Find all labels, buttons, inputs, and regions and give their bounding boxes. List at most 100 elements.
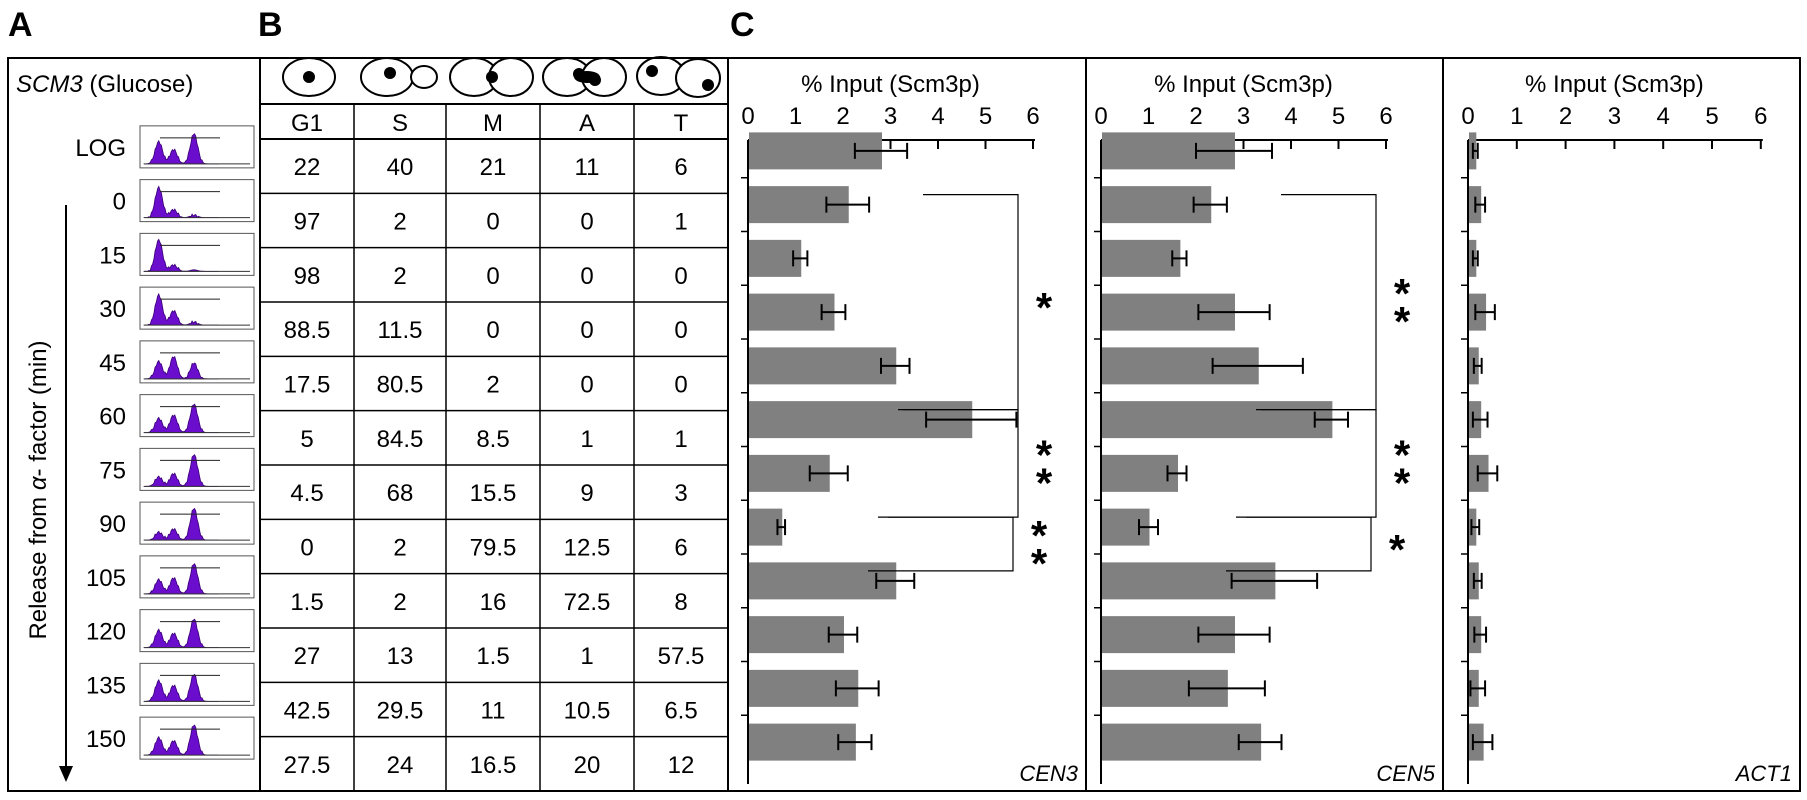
table-cell: 2 [393,209,406,236]
significance-bracket [903,194,1019,411]
panel-a-title: SCM3 (Glucose) [16,71,193,98]
timepoint-label: 60 [99,404,126,431]
timepoint-label: 75 [99,457,126,484]
panel-b-table: G1 S M A T22 40 21 11 697 2 0 0 198 2 0 0 088.5 11.5 0 0 017… [259,56,729,792]
significance-star: * [1394,270,1411,317]
table-cell: 29.5 [377,698,424,725]
significance-bracket [1261,194,1377,411]
table-cell: 4.5 [290,480,323,507]
x-tick-label: 2 [1559,103,1572,130]
bar-60 [1102,401,1333,439]
table-cell: 2 [486,372,499,399]
chart-panel-label: CEN3 [1019,761,1078,786]
table-cell: 1 [580,426,593,453]
timepoint-label: 30 [99,296,126,323]
table-cell: 20 [574,752,601,779]
x-tick-label: 4 [1284,103,1297,130]
chart-title: % Input (Scm3p) [1154,71,1333,98]
x-tick-label: 5 [1332,103,1345,130]
panel-a-ylabel-post: - factor (min) [25,340,52,476]
t-cell-icon [636,56,721,98]
x-tick-label: 5 [979,103,992,130]
s-cell-icon [360,57,438,97]
x-tick-label: 0 [1461,103,1474,130]
x-tick-label: 1 [1142,103,1155,130]
timepoint-label: 15 [99,242,126,269]
bar-75 [1102,454,1178,492]
x-tick-label: 6 [1379,103,1392,130]
x-tick-label: 1 [789,103,802,130]
table-cell: 0 [580,209,593,236]
timepoint-label: 45 [99,350,126,377]
panel-letter-a: A [8,6,33,44]
significance-star: * [1389,526,1406,573]
panel-a-title-gene: SCM3 [16,71,83,98]
table-cell: 80.5 [377,372,424,399]
x-tick-label: 4 [1657,103,1670,130]
table-cell: 3 [674,480,687,507]
table-cell: 0 [300,535,313,562]
x-tick-label: 4 [931,103,944,130]
table-cell: 0 [674,263,687,290]
bar-45 [749,347,897,385]
table-cell: 42.5 [284,698,331,725]
table-cell: 12.5 [564,535,611,562]
x-tick-label: 0 [1094,103,1107,130]
panel-a-ylabel: Release from α- factor (min) [25,340,52,639]
table-cell: 2 [393,263,406,290]
table-cell: 8.5 [476,426,509,453]
table-header-cell: T [674,110,689,137]
timepoint-label: 150 [86,726,126,753]
table-cell: 88.5 [284,317,331,344]
significance-star: * [1394,298,1411,345]
timepoint-label: 135 [86,672,126,699]
timepoint-label: 105 [86,565,126,592]
table-header-cell: S [392,110,408,137]
table-cell: 17.5 [284,372,331,399]
table-cell: 6 [674,154,687,181]
table-cell: 9 [580,480,593,507]
table-cell: 8 [674,589,687,616]
table-cell: 2 [393,535,406,562]
chart-title: % Input (Scm3p) [801,71,980,98]
table-cell: 2 [393,589,406,616]
table-cell: 0 [486,263,499,290]
panel-letter-c: C [730,6,755,44]
table-header-cell: M [483,110,503,137]
table-cell: 24 [387,752,414,779]
table-cell: 68 [387,480,414,507]
table-cell: 57.5 [658,643,705,670]
significance-bracket [1226,516,1372,572]
table-cell: 16 [480,589,507,616]
x-tick-label: 3 [1237,103,1250,130]
table-cell: 0 [674,372,687,399]
bar-30 [749,293,835,331]
panel-letter-b: B [258,6,283,44]
table-cell: 0 [486,317,499,344]
significance-bracket [868,516,1014,572]
table-cell: 0 [674,317,687,344]
bar-150 [1102,723,1262,761]
table-cell: 6.5 [664,698,697,725]
table-cell: 10.5 [564,698,611,725]
x-tick-label: 3 [1608,103,1621,130]
chart-panel-act1: % Input (Scm3p) 0 1 2 3 4 5 6 ACT1 [1442,57,1801,792]
table-cell: 98 [294,263,321,290]
chart-title: % Input (Scm3p) [1525,71,1704,98]
bar-105 [749,562,897,600]
bar-15 [1102,239,1181,277]
table-cell: 27 [294,643,321,670]
timepoint-label: 0 [113,189,126,216]
table-cell: 0 [580,317,593,344]
table-cell: 84.5 [377,426,424,453]
timepoint-label: LOG [75,135,126,162]
table-cell: 22 [294,154,321,181]
table-cell: 72.5 [564,589,611,616]
x-tick-label: 0 [741,103,754,130]
significance-star: * [1036,459,1053,506]
table-cell: 5 [300,426,313,453]
